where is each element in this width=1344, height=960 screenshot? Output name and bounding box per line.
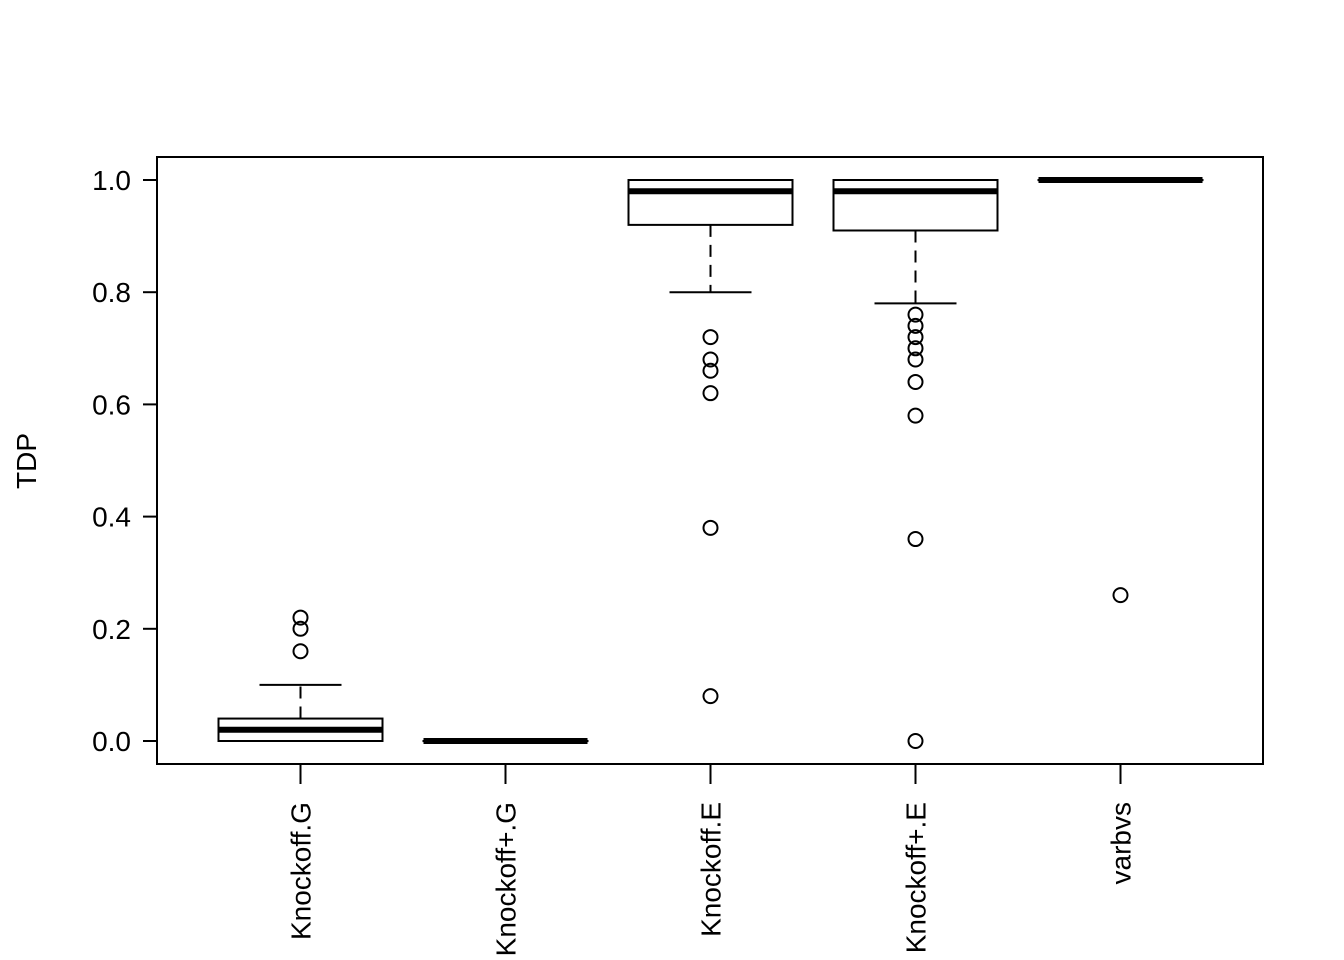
y-axis-label: TDP: [11, 433, 42, 489]
outlier-point: [702, 362, 719, 379]
x-tick-label: varbvs: [1106, 802, 1137, 884]
x-tick-label: Knockoff.E: [696, 802, 727, 937]
outlier-point: [702, 385, 719, 402]
outlier-point: [1112, 587, 1129, 604]
outlier-point: [907, 329, 924, 346]
y-tick-label: 0.6: [92, 389, 131, 420]
outlier-point: [907, 373, 924, 390]
box-group: [832, 179, 999, 749]
outlier-point: [907, 407, 924, 424]
y-tick-label: 0.8: [92, 277, 131, 308]
outlier-point: [907, 317, 924, 334]
boxes: [217, 177, 1204, 749]
box-group: [217, 609, 384, 742]
outlier-point: [702, 688, 719, 705]
y-tick-label: 0.4: [92, 502, 131, 533]
box: [627, 179, 794, 226]
y-tick-label: 1.0: [92, 165, 131, 196]
x-axis: Knockoff.G Knockoff+.G Knockoff.E Knockoff+…: [286, 764, 1137, 956]
y-tick-label: 0.2: [92, 614, 131, 645]
outlier-point: [702, 351, 719, 368]
x-tick-label: Knockoff+.E: [901, 802, 932, 953]
x-tick-label: Knockoff+.G: [491, 802, 522, 956]
box-group: [627, 179, 794, 705]
x-tick-label: Knockoff.G: [286, 802, 317, 940]
y-axis: 0.0 0.2 0.4 0.6 0.8 1.0: [92, 165, 158, 757]
outlier-point: [907, 531, 924, 548]
outlier-point: [907, 340, 924, 357]
box: [832, 179, 999, 232]
y-tick-label: 0.0: [92, 726, 131, 757]
outlier-point: [907, 306, 924, 323]
outlier-point: [702, 329, 719, 346]
outlier-point: [292, 609, 309, 626]
outlier-point: [292, 620, 309, 637]
outlier-point: [702, 519, 719, 536]
outlier-point: [292, 643, 309, 660]
outlier-point: [907, 733, 924, 749]
outlier-point: [907, 351, 924, 368]
box-group: [1037, 177, 1204, 604]
